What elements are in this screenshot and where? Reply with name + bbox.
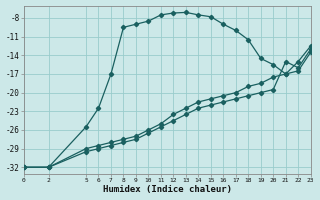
X-axis label: Humidex (Indice chaleur): Humidex (Indice chaleur) bbox=[103, 185, 232, 194]
